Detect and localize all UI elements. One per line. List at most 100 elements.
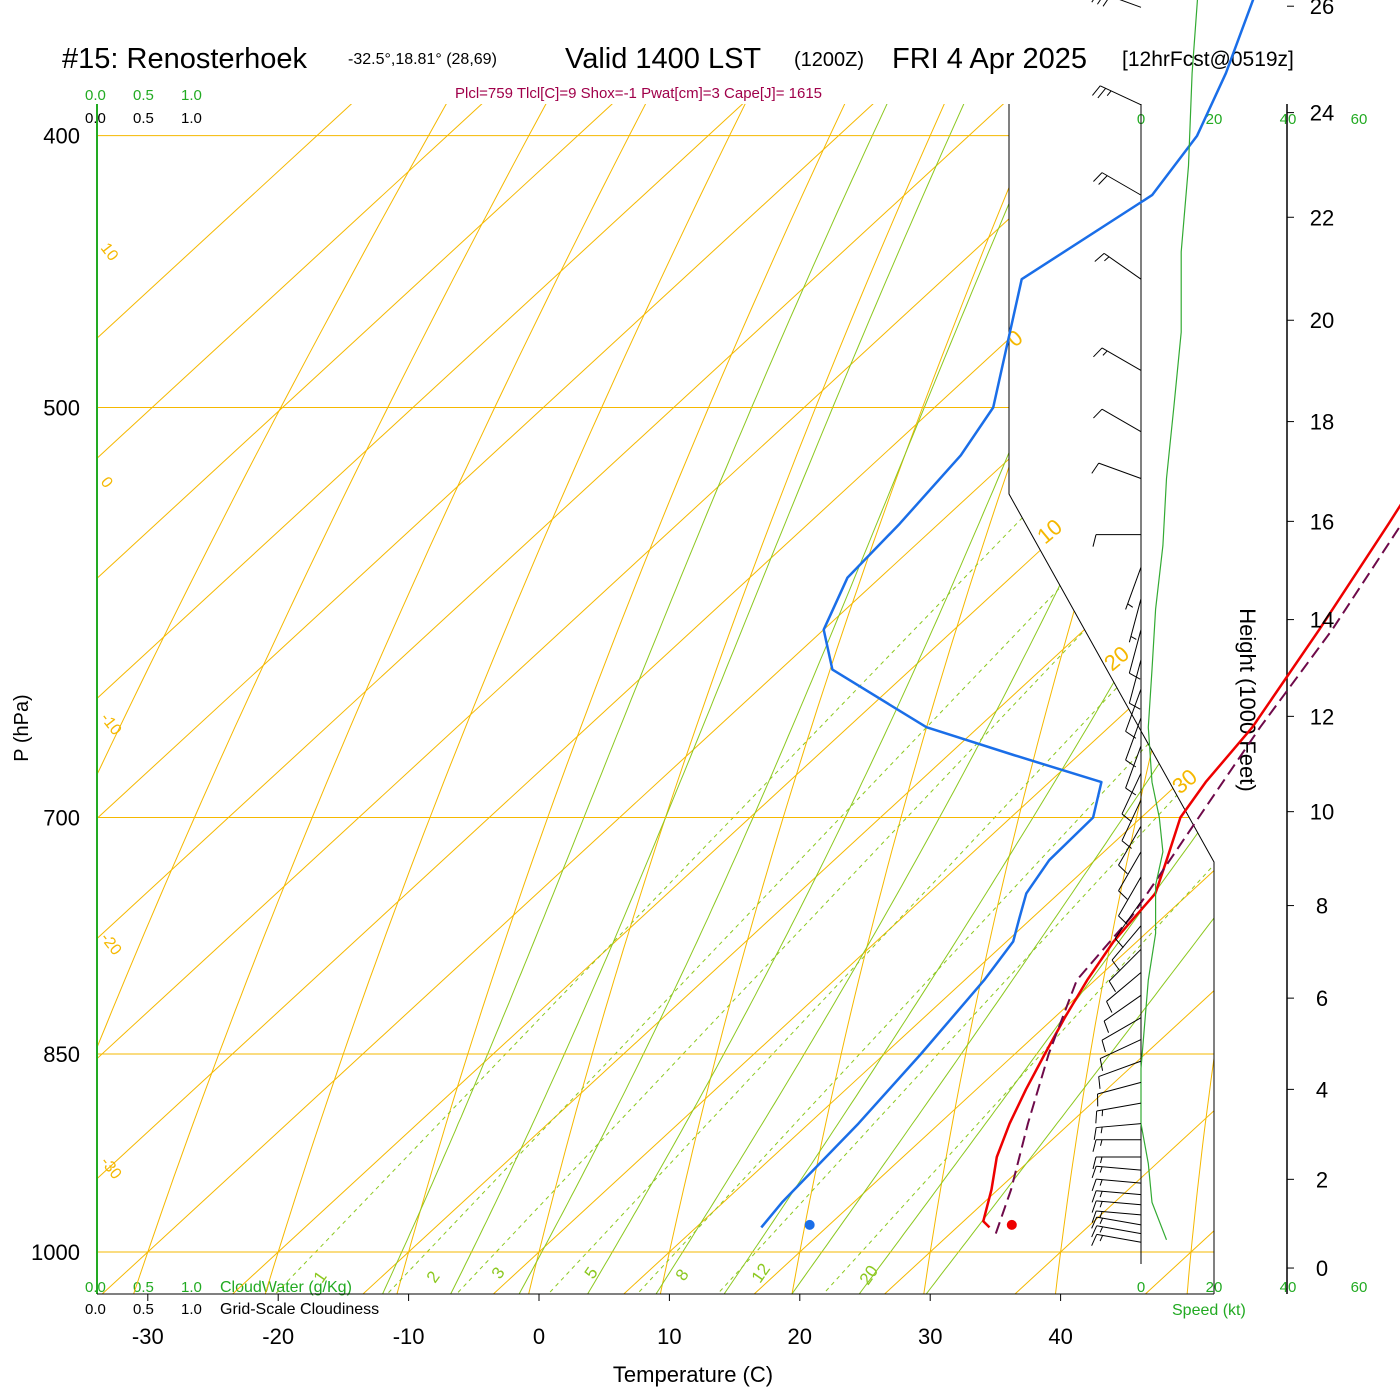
pressure-tick-label: 700 <box>43 805 80 830</box>
cloudiness-tick-top: 1.0 <box>181 110 202 127</box>
dewpoint-profile-line <box>760 0 1255 1229</box>
isotherm-line <box>673 104 1214 1294</box>
mixing-ratio-line <box>568 135 1214 1294</box>
height-tick-label: 0 <box>1316 1256 1328 1281</box>
height-tick-label: 26 <box>1310 0 1334 19</box>
isotherm-line <box>97 104 1214 1294</box>
height-tick-label: 12 <box>1310 704 1334 729</box>
height-tick-label: 20 <box>1310 308 1334 333</box>
wind-barb <box>1091 1165 1142 1179</box>
speed-tick-top: 40 <box>1280 111 1297 128</box>
y-axis-label: P (hPa) <box>11 694 33 761</box>
wind-barb <box>1091 1190 1142 1203</box>
speed-tick-top: 20 <box>1206 111 1223 128</box>
wind-barb <box>1091 1233 1142 1246</box>
mixing-ratio-line <box>649 135 1214 1294</box>
wind-barb <box>1118 825 1142 875</box>
wind-barb <box>1125 566 1142 610</box>
height-tick-label: 6 <box>1316 986 1328 1011</box>
cloudiness-tick-top: 0.0 <box>85 110 106 127</box>
surface-dewpoint-marker <box>804 1219 815 1230</box>
height-tick-label: 22 <box>1310 205 1334 230</box>
x-tick-label: 10 <box>657 1324 681 1349</box>
wind-barb <box>1095 1102 1142 1124</box>
isotherm-line <box>97 104 1214 1294</box>
valid-time: Valid 1400 LST <box>565 43 761 75</box>
moist-adiabat-line <box>347 104 1187 1294</box>
wind-barb <box>1091 1200 1142 1213</box>
wind-barb <box>1111 925 1142 971</box>
cloudiness-tick-top: 0.5 <box>133 110 154 127</box>
height-tick-label: 10 <box>1310 800 1334 825</box>
x-tick-label: -30 <box>132 1324 164 1349</box>
wind-barb <box>1091 1225 1142 1238</box>
mixing-ratio-line <box>316 135 1214 1294</box>
mixing-ratio-line <box>478 135 1214 1294</box>
wind-barb <box>1125 688 1142 739</box>
isotherm-line <box>97 104 1214 1294</box>
cloudwater-tick-top: 0.5 <box>133 87 154 104</box>
isotherm-line <box>97 104 1214 1294</box>
wind-barb <box>1125 745 1142 796</box>
moist-adiabat-line <box>673 104 1214 1294</box>
cloudiness-tick-bottom: 0.5 <box>133 1301 154 1318</box>
height-axis-label: Height (1000 Feet) <box>1235 608 1260 791</box>
dry-adiabat-line <box>644 104 1214 1294</box>
wind-barb <box>1118 876 1142 925</box>
height-tick-label: 18 <box>1310 410 1334 435</box>
wind-barb <box>1098 1060 1142 1089</box>
wind-barb <box>1092 85 1142 106</box>
pressure-tick-label: 1000 <box>31 1240 80 1265</box>
moist-adiabat-line <box>542 104 1214 1294</box>
dry-adiabat-line <box>778 104 1214 1294</box>
mixing-ratio-line <box>755 135 1214 1294</box>
moist-adiabat-line <box>608 104 1214 1294</box>
wind-barb <box>1091 1178 1142 1192</box>
cloudwater-tick-top: 0.0 <box>85 87 106 104</box>
height-tick-label: 4 <box>1316 1077 1328 1102</box>
isotherm-line <box>97 104 1124 1294</box>
dry-adiabat-line <box>1046 104 1214 1294</box>
wind-barb <box>1093 347 1142 371</box>
wind-barb <box>1106 972 1142 1013</box>
dry-adiabat-line <box>97 104 888 1294</box>
isotherm-line <box>97 104 1214 1294</box>
moist-adiabat-line <box>868 104 1214 1294</box>
mixing-ratio-line <box>386 135 1214 1294</box>
wind-barb <box>1092 1139 1141 1152</box>
pressure-tick-label: 400 <box>43 124 80 149</box>
temperature-profile-line <box>982 503 1400 1229</box>
wind-barb <box>1125 717 1142 768</box>
x-tick-label: 40 <box>1048 1324 1072 1349</box>
dry-adiabat-line <box>376 104 1148 1294</box>
dry-adiabat-line <box>242 104 1061 1294</box>
height-tick-label: 24 <box>1310 101 1334 126</box>
cloudwater-tick-bottom: 1.0 <box>181 1279 202 1296</box>
wind-barb <box>1093 172 1142 196</box>
speed-axis-label: Speed (kt) <box>1172 1302 1246 1319</box>
wind-barb <box>1091 1210 1142 1223</box>
speed-tick-bottom: 40 <box>1280 1279 1297 1296</box>
isotherm-line <box>97 104 1214 1294</box>
moist-adiabat-line <box>803 104 1214 1294</box>
wind-barb <box>1092 1156 1141 1170</box>
wind-barb <box>1091 1216 1142 1229</box>
wind-barb <box>1108 948 1142 992</box>
wind-barb <box>1094 252 1142 280</box>
wind-speed-profile-line <box>1140 0 1199 1241</box>
x-tick-label: 30 <box>918 1324 942 1349</box>
wind-barb <box>1103 994 1142 1033</box>
station-title: #15: Renosterhoek <box>62 43 308 75</box>
dry-adiabat-line <box>510 104 1214 1294</box>
valid-zulu: (1200Z) <box>794 49 864 71</box>
dry-adiabat-line <box>97 104 801 1294</box>
height-tick-label: 2 <box>1316 1167 1328 1192</box>
cloudwater-tick-bottom: 0.0 <box>85 1279 106 1296</box>
wind-barb <box>1118 851 1142 900</box>
wind-barb <box>1091 0 1142 8</box>
x-tick-label: -10 <box>393 1324 425 1349</box>
height-tick-label: 14 <box>1310 608 1334 633</box>
cloudwater-label: CloudWater (g/Kg) <box>220 1279 352 1296</box>
isotherm-line <box>542 104 1214 1294</box>
valid-date: FRI 4 Apr 2025 <box>892 43 1087 75</box>
